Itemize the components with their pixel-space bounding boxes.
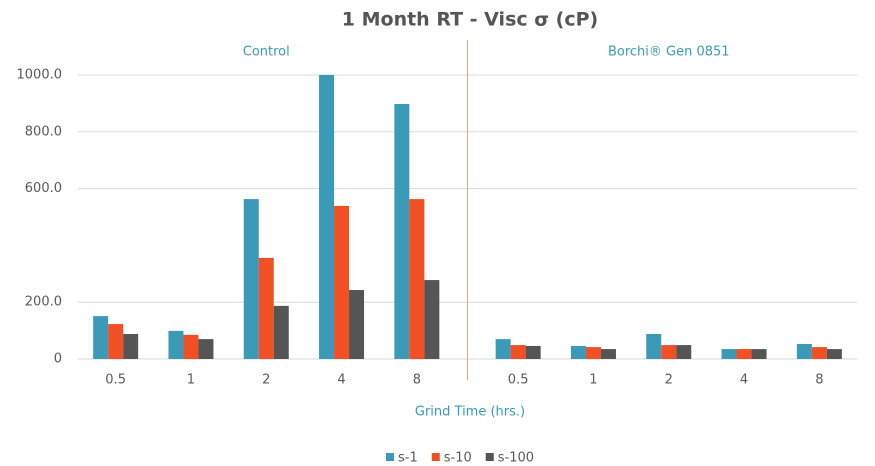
bar <box>168 330 184 359</box>
x-tick-label: 8 <box>413 373 421 388</box>
bar <box>525 345 541 359</box>
y-tick-label: 1000.0 <box>17 68 63 83</box>
bar <box>676 345 692 359</box>
bar <box>661 345 677 359</box>
bar <box>495 339 511 359</box>
bar <box>409 199 425 359</box>
bar <box>585 347 601 359</box>
y-tick-label: 600.0 <box>25 181 62 196</box>
bar <box>570 345 586 359</box>
bar <box>198 339 214 359</box>
x-tick-label: 1 <box>589 373 597 388</box>
x-tick-label: 2 <box>665 373 673 388</box>
legend-swatch <box>431 453 440 461</box>
chart-title: 1 Month RT - Visc σ (cP) <box>342 9 598 31</box>
legend-label: s-100 <box>498 451 534 466</box>
bar <box>424 280 440 359</box>
bar <box>736 349 752 359</box>
bar <box>243 199 259 359</box>
x-tick-label: 4 <box>337 373 345 388</box>
bar <box>273 305 289 359</box>
bar <box>319 75 335 359</box>
x-axis-title: Grind Time (hrs.) <box>415 405 525 420</box>
bar <box>600 349 616 359</box>
legend-swatch <box>386 453 394 461</box>
bar <box>349 289 365 359</box>
y-tick-label: 200.0 <box>25 295 62 310</box>
bar <box>646 334 662 359</box>
bar <box>510 345 526 359</box>
bar <box>796 343 812 359</box>
y-tick-label: 0 <box>54 352 62 367</box>
bar <box>751 349 767 359</box>
bar <box>334 205 350 359</box>
x-tick-label: 0.5 <box>508 373 529 388</box>
group-label: Borchi® Gen 0851 <box>608 45 730 60</box>
bar <box>394 103 410 359</box>
group-label: Control <box>243 45 290 60</box>
bar <box>721 349 737 359</box>
x-tick-label: 8 <box>815 373 823 388</box>
x-tick-label: 0.5 <box>105 373 126 388</box>
legend-label: s-1 <box>398 451 418 466</box>
x-tick-label: 2 <box>262 373 270 388</box>
bar <box>183 334 199 359</box>
bar <box>258 257 274 359</box>
x-tick-label: 1 <box>187 373 195 388</box>
bar <box>826 349 842 359</box>
y-tick-label: 800.0 <box>25 124 62 139</box>
bar <box>811 347 827 359</box>
x-tick-label: 4 <box>740 373 748 388</box>
bar <box>108 324 124 359</box>
legend-label: s-10 <box>444 451 472 466</box>
bar <box>93 316 109 359</box>
bar <box>123 334 139 359</box>
legend-swatch <box>485 453 494 461</box>
